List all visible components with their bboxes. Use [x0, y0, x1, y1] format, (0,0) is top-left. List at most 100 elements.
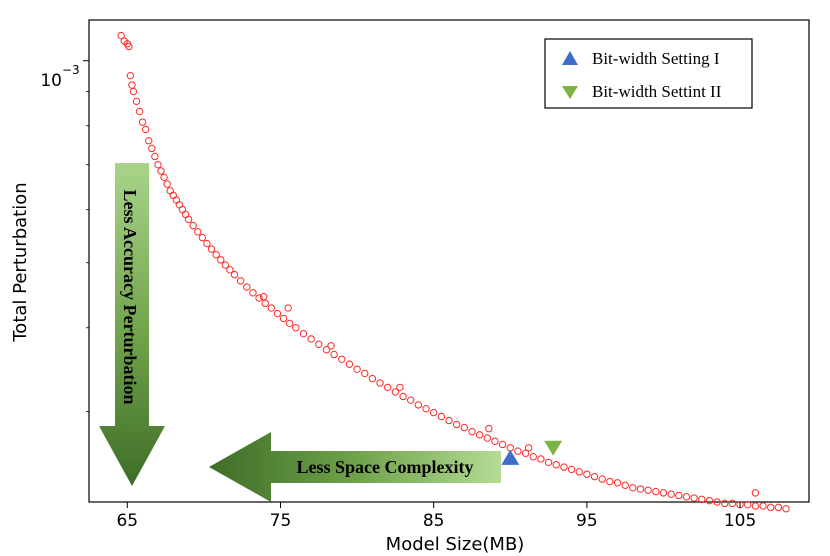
scatter-point [126, 71, 135, 80]
scatter-point [560, 463, 568, 471]
legend-box [544, 38, 753, 109]
scatter-point [583, 470, 591, 478]
scatter-point [172, 196, 181, 204]
scatter-point [148, 144, 156, 153]
scatter-point [128, 81, 136, 89]
scatter-point [460, 423, 469, 432]
scatter-point [613, 479, 622, 487]
scatter-point [759, 502, 767, 510]
scatter-point [236, 277, 245, 285]
x-axis-label: Model Size(MB) [386, 534, 525, 555]
x-tick-label: 85 [423, 511, 445, 531]
scatter-point [255, 294, 263, 302]
scatter-point [169, 191, 177, 200]
scatter-point [217, 256, 225, 264]
scatter-point [135, 107, 144, 116]
scatter-point [368, 374, 377, 383]
scatter-point [132, 97, 141, 106]
scatter-point [292, 324, 300, 332]
scatter-point [125, 42, 133, 51]
scatter-point [198, 233, 207, 242]
bit-width-setting-1-marker [501, 449, 520, 465]
annotation-accuracy-text: Less Accuracy Perturbation [120, 190, 140, 405]
x-tick-label: 75 [270, 511, 292, 531]
scatter-point [744, 500, 752, 509]
scatter-point [151, 152, 159, 161]
scatter-point [728, 499, 737, 508]
scatter-point [307, 335, 315, 343]
legend-triangle-down-icon [562, 86, 578, 99]
scatter-point [521, 449, 530, 458]
scatter-point [145, 137, 153, 145]
scatter-point [407, 396, 415, 404]
scatter-point [629, 484, 637, 492]
y-tick-label: 10 [40, 71, 62, 91]
scatter-point [537, 455, 545, 463]
scatter-point [498, 440, 507, 449]
x-tick-label: 95 [576, 511, 598, 531]
scatter-point [338, 355, 346, 363]
scatter-point [675, 491, 683, 500]
scatter-point [194, 228, 202, 236]
down-arrow-shape [99, 163, 165, 486]
scatter-point [212, 250, 220, 259]
scatter-point [437, 412, 446, 421]
scatter-point [659, 489, 668, 497]
scatter-point [261, 299, 269, 308]
scatter-point [590, 472, 599, 481]
scatter-point [445, 416, 453, 425]
legend-triangle-up-icon [562, 51, 578, 65]
scatter-point [690, 494, 698, 502]
scatter-point [249, 289, 257, 297]
y-tick-exponent: −3 [62, 63, 80, 77]
scatter-point [203, 239, 211, 248]
scatter-point [429, 408, 438, 417]
y-axis-label: Total Perturbation [10, 182, 31, 342]
scatter-point [644, 486, 652, 495]
scatter-point [345, 360, 354, 368]
scatter-point [376, 379, 384, 387]
scatter-point [422, 405, 430, 413]
scatter-point [267, 304, 275, 312]
left-arrow-shape [209, 432, 501, 502]
scatter-point [782, 504, 790, 513]
x-tick-label: 65 [116, 511, 138, 531]
data-points [117, 31, 790, 513]
scatter-point [361, 369, 369, 378]
scatter-point [636, 485, 645, 493]
scatter-point [184, 215, 193, 224]
scatter-point [491, 437, 499, 445]
scatter-point [552, 461, 560, 469]
scatter-point [129, 87, 138, 96]
scatter-point [452, 420, 461, 429]
scatter-point [226, 266, 234, 274]
scatter-point [529, 452, 537, 461]
scatter-point [163, 180, 171, 188]
space-arrow: Less Space Complexity [209, 432, 501, 502]
scatter-point [157, 167, 165, 175]
y-tick-base: 10 [40, 71, 62, 91]
scatter-point [243, 283, 251, 291]
scatter-point [751, 489, 760, 497]
scatter-point [485, 424, 493, 433]
scatter-point [285, 319, 294, 328]
scatter-point [705, 496, 714, 505]
scatter-point [567, 465, 576, 474]
scatter-point [166, 187, 174, 195]
legend-label-setting-2: Bit-width Settint II [592, 82, 722, 101]
scatter-point [353, 365, 361, 373]
scatter-point [330, 350, 338, 359]
axis-ticks: 65 75 85 95 105 [83, 60, 756, 531]
scatter-point [414, 401, 423, 409]
legend: Bit-width Setting I Bit-width Settint II [544, 38, 753, 109]
scatter-point [391, 388, 400, 396]
scatter-point [698, 495, 706, 504]
scatter-point [774, 503, 783, 512]
scatter-point [475, 431, 484, 439]
scatter-point [544, 458, 553, 467]
scatter-point [259, 293, 268, 301]
annotation-space-text: Less Space Complexity [297, 457, 474, 477]
scatter-point [621, 481, 629, 489]
scatter-point [524, 444, 533, 452]
